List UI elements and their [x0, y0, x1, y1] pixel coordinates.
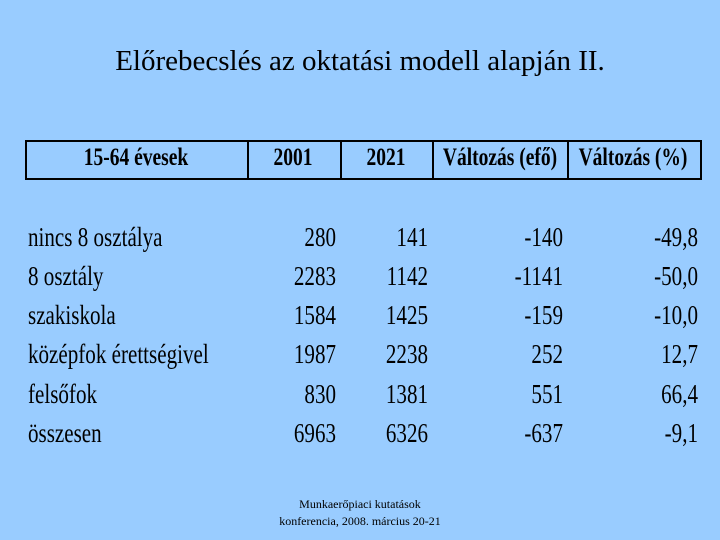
cell-value: 12,7	[661, 339, 698, 369]
cell-value: -1141	[514, 261, 563, 291]
cell-value: -50,0	[654, 261, 698, 291]
divider	[247, 142, 249, 178]
cell-value: 6326	[385, 418, 428, 448]
cell-value: 1584	[293, 300, 336, 330]
cell-value: 2238	[385, 339, 428, 369]
row-label: középfok érettségivel	[28, 339, 209, 369]
cell-value: 1425	[385, 300, 428, 330]
cell-value: 1381	[385, 379, 428, 409]
cell-value: 2283	[293, 261, 336, 291]
header-cell: 2001	[273, 144, 313, 171]
divider	[340, 142, 342, 178]
footer-line: konferencia, 2008. március 20-21	[279, 514, 441, 528]
footer-line: Munkaerőpiaci kutatások	[299, 497, 421, 511]
header-cell: 15-64 évesek	[83, 144, 189, 171]
cell-value: -637	[524, 418, 563, 448]
cell-value: -140	[524, 222, 563, 252]
cell-value: 141	[396, 222, 428, 252]
row-label: nincs 8 osztálya	[28, 222, 163, 252]
row-label: felsőfok	[28, 379, 98, 409]
row-label: összesen	[28, 418, 102, 448]
cell-value: -10,0	[654, 300, 698, 330]
cell-value: -159	[524, 300, 563, 330]
header-box	[25, 140, 702, 180]
cell-value: 1142	[386, 261, 428, 291]
divider	[432, 142, 434, 178]
cell-value: 252	[531, 339, 563, 369]
slide-title: Előrebecslés az oktatási modell alapján …	[115, 45, 605, 77]
cell-value: 1987	[293, 339, 336, 369]
cell-value: -49,8	[654, 222, 698, 252]
row-label: szakiskola	[28, 300, 116, 330]
header-cell: 2021	[366, 144, 406, 171]
header-cell: Változás (efő)	[442, 144, 558, 171]
divider	[567, 142, 569, 178]
cell-value: 551	[531, 379, 563, 409]
header-cell: Változás (%)	[578, 144, 688, 171]
cell-value: -9,1	[664, 418, 698, 448]
cell-value: 280	[304, 222, 336, 252]
cell-value: 830	[304, 379, 336, 409]
cell-value: 66,4	[661, 379, 698, 409]
row-label: 8 osztály	[28, 261, 104, 291]
cell-value: 6963	[293, 418, 336, 448]
